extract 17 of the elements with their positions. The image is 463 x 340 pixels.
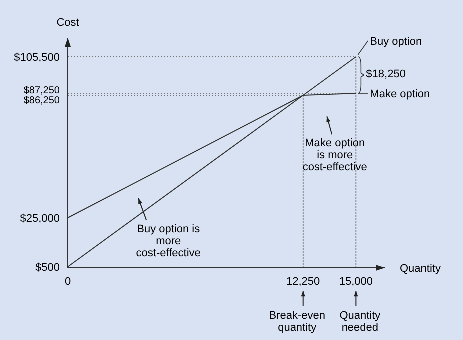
- y-axis-title: Cost: [56, 17, 80, 29]
- legend-label: Buy option: [370, 36, 422, 48]
- x-axis-title: Quantity: [400, 263, 442, 275]
- y-tick-label: $87,250: [24, 86, 60, 96]
- y-tick-label: $105,500: [14, 52, 60, 64]
- x-tick-label: 0: [64, 276, 72, 288]
- x-tick-label: 12,250: [286, 276, 320, 288]
- y-tick-label: $25,000: [20, 213, 60, 225]
- legend-label: Make option: [370, 88, 430, 100]
- annotation: Break-even quantity: [269, 310, 326, 334]
- annotation: $18,250: [366, 68, 406, 80]
- y-tick-label: $500: [36, 262, 60, 274]
- x-tick-label: 15,000: [339, 276, 374, 288]
- annotation: Buy option is more cost-effective: [136, 223, 201, 260]
- annotation: Make option is more cost-effective: [302, 138, 368, 174]
- y-tick-label: $86,250: [24, 96, 60, 106]
- text: Quantity needed: [340, 310, 382, 334]
